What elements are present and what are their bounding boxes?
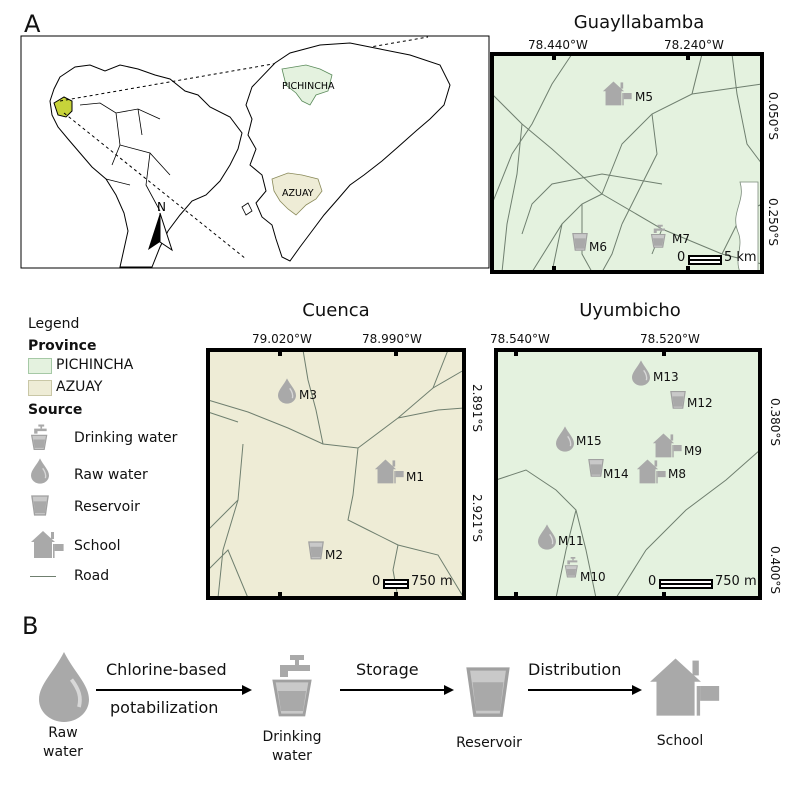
flow-school-caption: School xyxy=(656,733,704,749)
guayllabamba-scale-zero: 0 xyxy=(677,250,686,265)
guayllabamba-lon-tick-2: 78.240°W xyxy=(664,38,724,52)
azuay-province xyxy=(271,172,323,216)
legend-pichincha-label: PICHINCHA xyxy=(56,357,134,373)
cuenca-lon-tick-1: 79.020°W xyxy=(252,332,312,346)
flow-school-icon xyxy=(650,658,720,716)
uyumbicho-scale-zero: 0 xyxy=(648,574,657,589)
flow-arrow-2 xyxy=(340,685,454,695)
cuenca-marker-m1-label: M1 xyxy=(406,470,424,484)
panel-b-letter: B xyxy=(22,612,39,640)
guayllabamba-marker-m6-label: M6 xyxy=(589,240,607,254)
legend-azuay-swatch xyxy=(28,380,52,396)
legend-reservoir-label: Reservoir xyxy=(74,499,140,515)
guayllabamba-frame xyxy=(490,52,764,274)
uyumbicho-marker-m12-label: M12 xyxy=(687,396,713,410)
flow-drinking-water-icon xyxy=(272,653,312,717)
flow-drinking-water-caption: Drinking water xyxy=(262,729,322,764)
ecuador-highlight xyxy=(53,96,73,118)
north-label: N xyxy=(157,200,166,214)
uyumbicho-scale-bar xyxy=(659,579,713,589)
uyumbicho-map: M13 M12 M15 M9 M14 M8 M11 M10 0 750 m xyxy=(495,350,761,599)
map-title-cuenca: Cuenca xyxy=(302,300,370,321)
flow-arrow-1-label-bottom: potabilization xyxy=(110,698,219,717)
uyumbicho-lon-tick-2: 78.520°W xyxy=(640,332,700,346)
cuenca-lat-tick-2: 2.921°S xyxy=(470,494,484,542)
map-title-guayllabamba: Guayllabamba xyxy=(573,12,705,33)
panel-a-letter: A xyxy=(24,10,41,38)
cuenca-lat-tick-1: 2.891°S xyxy=(470,384,484,432)
overview-label-pichincha: PICHINCHA xyxy=(282,81,335,92)
uyumbicho-marker-m11-label: M11 xyxy=(558,534,584,548)
legend-raw-water-icon xyxy=(31,458,49,484)
guayllabamba-scale-label: 5 km xyxy=(724,250,757,265)
south-america-outline xyxy=(49,64,243,268)
cuenca-marker-m3-label: M3 xyxy=(299,388,317,402)
cuenca-map: M3 M1 M2 0 750 m xyxy=(207,349,465,599)
guayllabamba-scale-bar xyxy=(688,255,722,265)
flow-reservoir-caption: Reservoir xyxy=(456,735,522,751)
flow-arrow-3 xyxy=(528,685,642,695)
flow-reservoir-icon xyxy=(466,667,510,718)
legend-road-line-icon xyxy=(30,576,56,577)
legend-source-heading: Source xyxy=(28,402,83,418)
legend-road-label: Road xyxy=(74,568,110,584)
uyumbicho-lon-tick-1: 78.540°W xyxy=(490,332,550,346)
flow-arrow-2-label-top: Storage xyxy=(356,660,419,679)
flow-raw-water-icon xyxy=(38,652,90,722)
pichincha-province xyxy=(281,64,333,106)
guayllabamba-lat-tick-2: 0.250°S xyxy=(766,198,780,246)
flow-arrow-3-label-top: Distribution xyxy=(528,660,622,679)
legend-drinking-water-label: Drinking water xyxy=(74,430,178,446)
legend-raw-water-label: Raw water xyxy=(74,467,148,483)
legend-reservoir-icon xyxy=(31,495,49,516)
north-arrow-icon xyxy=(148,212,173,252)
cuenca-scale-bar xyxy=(383,579,409,589)
guayllabamba-marker-m7-label: M7 xyxy=(672,232,690,246)
uyumbicho-roads xyxy=(495,449,761,599)
uyumbicho-frame xyxy=(494,348,762,600)
legend-province-heading: Province xyxy=(28,338,97,354)
cuenca-lon-tick-2: 78.990°W xyxy=(362,332,422,346)
overview-map: N PICHINCHA AZUAY xyxy=(20,35,490,269)
guayllabamba-lat-tick-1: 0.050°S xyxy=(766,92,780,140)
legend-pichincha-swatch xyxy=(28,358,52,374)
uyumbicho-lat-tick-1: 0.380°S xyxy=(768,398,782,446)
guayllabamba-lon-tick-1: 78.440°W xyxy=(528,38,588,52)
uyumbicho-lat-tick-2: 0.400°S xyxy=(768,546,782,594)
guayllabamba-map: M5 M6 M7 0 5 km xyxy=(491,53,763,273)
flow-arrow-1-label-top: Chlorine-based xyxy=(106,660,227,679)
legend-school-icon xyxy=(31,531,64,558)
uyumbicho-marker-m10-label: M10 xyxy=(580,570,606,584)
ecuador-outline xyxy=(245,42,451,262)
guayllabamba-marker-m5-label: M5 xyxy=(635,90,653,104)
uyumbicho-scale-label: 750 m xyxy=(715,574,757,589)
uyumbicho-marker-m8-label: M8 xyxy=(668,467,686,481)
map-title-uyumbicho: Uyumbicho xyxy=(579,300,681,321)
uyumbicho-marker-m13-label: M13 xyxy=(653,370,679,384)
legend-azuay-label: AZUAY xyxy=(56,379,103,395)
flow-raw-water-caption: Raw water xyxy=(43,725,83,760)
uyumbicho-marker-m9-label: M9 xyxy=(684,444,702,458)
legend-school-label: School xyxy=(74,538,121,554)
cuenca-scale-label: 750 m xyxy=(411,574,453,589)
legend-title: Legend xyxy=(28,316,80,332)
cuenca-scale-zero: 0 xyxy=(372,574,381,589)
overview-label-azuay: AZUAY xyxy=(282,188,314,199)
uyumbicho-marker-m14-label: M14 xyxy=(603,467,629,481)
cuenca-marker-m2-label: M2 xyxy=(325,548,343,562)
uyumbicho-marker-m15-label: M15 xyxy=(576,434,602,448)
legend-drinking-water-icon xyxy=(31,424,48,450)
flow-arrow-1 xyxy=(96,685,252,695)
cuenca-roads xyxy=(207,349,465,599)
cuenca-frame xyxy=(206,348,466,600)
